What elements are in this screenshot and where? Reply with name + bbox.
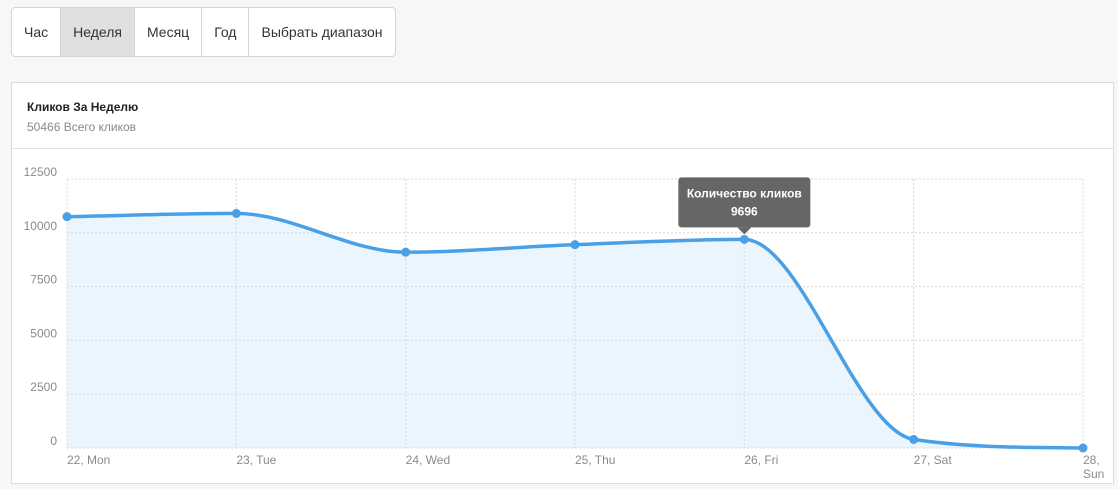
panel-subtitle: 50466 Всего кликов (27, 120, 137, 134)
data-point (231, 208, 241, 218)
data-point (62, 212, 72, 222)
panel-title: Кликов За Неделю (27, 100, 139, 114)
data-point (401, 247, 411, 257)
range-tab-year[interactable]: Год (202, 8, 250, 56)
y-tick-label: 2500 (30, 380, 57, 394)
tooltip-label: Количество кликов (687, 186, 802, 200)
data-point (570, 240, 580, 250)
x-tick-label: 25, Thu (575, 453, 615, 467)
x-tick-label: 23, Tue (236, 453, 276, 467)
tooltip-arrow (737, 227, 752, 235)
range-tab-hour[interactable]: Час (12, 8, 62, 56)
panel-header: Кликов За Неделю 50466 Всего кликов (12, 83, 1113, 149)
y-tick-label: 10000 (24, 219, 58, 233)
range-button-group: Час Неделя Месяц Год Выбрать диапазон (11, 7, 396, 57)
range-tab-month[interactable]: Месяц (135, 8, 203, 56)
tooltip-box (678, 177, 811, 228)
range-tab-week[interactable]: Неделя (61, 8, 135, 56)
x-tick-label: 28, Sun (1083, 453, 1104, 481)
y-tick-label: 5000 (30, 326, 57, 340)
tooltip-value: 9696 (731, 204, 758, 218)
y-tick-label: 12500 (24, 165, 58, 179)
area-fill (67, 213, 1083, 448)
data-point (739, 234, 749, 244)
x-tick-label: 27, Sat (914, 453, 953, 467)
data-point (1078, 443, 1088, 453)
x-tick-label: 22, Mon (67, 453, 110, 467)
range-tab-custom-range[interactable]: Выбрать диапазон (261, 24, 383, 40)
x-tick-label: 26, Fri (744, 453, 778, 467)
data-point (909, 434, 919, 444)
y-tick-label: 7500 (30, 273, 57, 287)
x-tick-label: 24, Wed (406, 453, 450, 467)
chart-tooltip: Количество кликов 9696 (678, 177, 811, 235)
y-tick-label: 0 (50, 434, 57, 448)
